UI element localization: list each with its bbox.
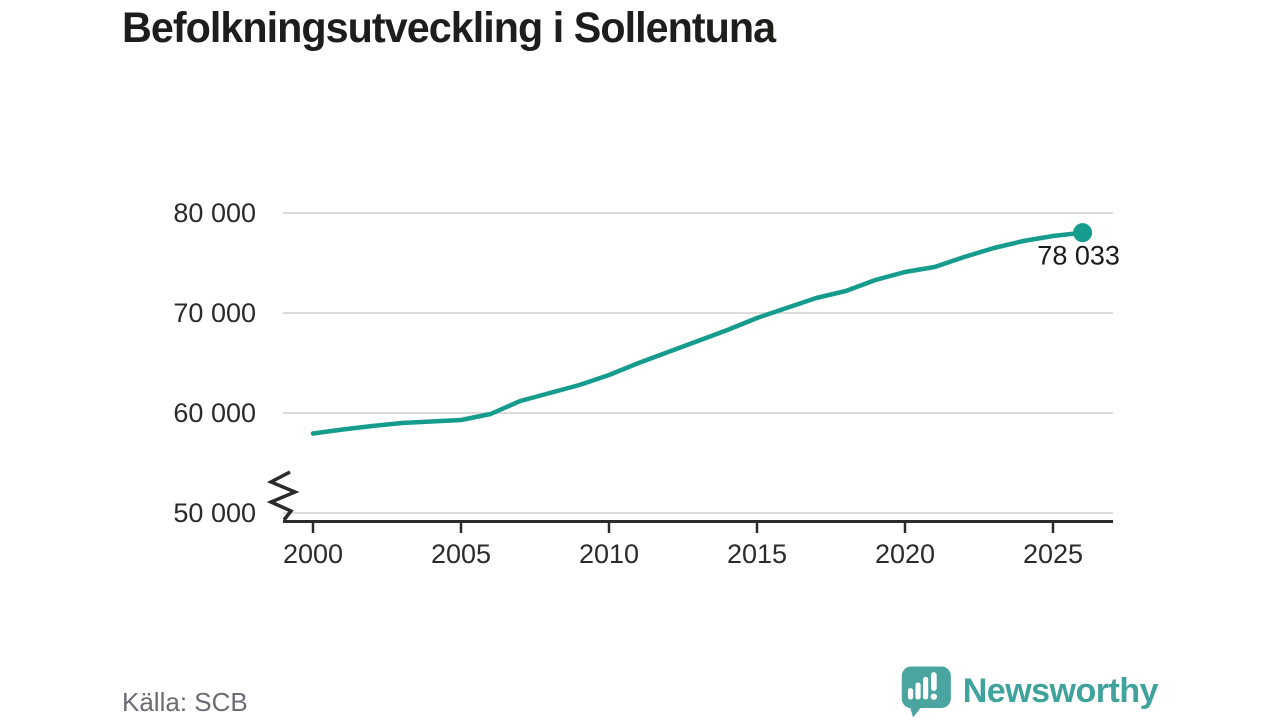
chart-title: Befolkningsutveckling i Sollentuna [122, 4, 776, 52]
x-tick-label: 2020 [875, 539, 935, 569]
logo-bar-small [907, 688, 914, 700]
source-label: Källa: SCB [122, 687, 248, 717]
logo-bar-large [923, 676, 929, 700]
x-tick-label: 2005 [431, 539, 491, 569]
newsworthy-bubble-icon [901, 666, 951, 718]
logo-exclamation-dot [930, 693, 938, 700]
endpoint-dot [1073, 223, 1093, 243]
x-tick-label: 2015 [727, 539, 787, 569]
y-tick-label: 80 000 [173, 198, 256, 228]
axis-break-icon [266, 470, 300, 522]
x-tick-label: 2000 [283, 539, 343, 569]
logo-exclamation-bar [931, 672, 937, 691]
population-line [310, 230, 1085, 436]
newsworthy-logo: Newsworthy [898, 662, 1159, 720]
logo-bar-medium [915, 682, 921, 700]
y-tick-label: 50 000 [173, 498, 256, 528]
x-tick-label: 2025 [1023, 539, 1083, 569]
endpoint-value-label: 78 033 [1037, 241, 1120, 271]
newsworthy-logo-text: Newsworthy [962, 671, 1159, 710]
x-tick-label: 2010 [579, 539, 639, 569]
y-tick-label: 70 000 [173, 298, 256, 328]
y-tick-label: 60 000 [173, 398, 256, 428]
